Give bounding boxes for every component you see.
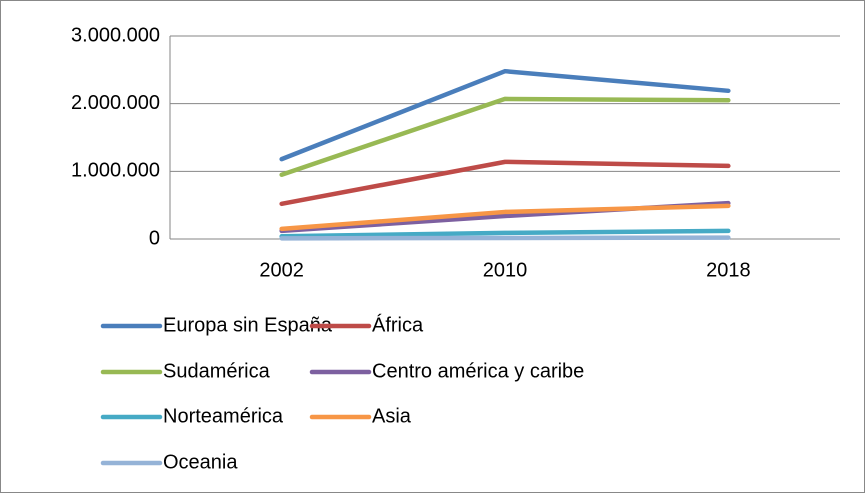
x-tick-label: 2002 <box>259 259 304 281</box>
legend-label: Europa sin España <box>163 314 333 336</box>
x-tick-label: 2010 <box>483 259 528 281</box>
series-line <box>279 159 731 207</box>
series-line <box>279 235 731 241</box>
series-line <box>279 228 731 239</box>
y-tick-label: 3.000.000 <box>71 24 160 46</box>
legend-label: Sudamérica <box>163 360 271 382</box>
y-tick-label: 0 <box>149 227 160 249</box>
y-tick-label: 2.000.000 <box>71 92 160 114</box>
series-line <box>279 68 731 162</box>
series-line <box>279 96 731 177</box>
legend-label: África <box>372 313 424 336</box>
x-tick-label: 2018 <box>706 259 751 281</box>
legend-label: Asia <box>372 405 412 427</box>
legend-label: Norteamérica <box>163 405 284 427</box>
legend-label: Centro américa y caribe <box>372 360 584 382</box>
y-tick-label: 1.000.000 <box>71 160 160 182</box>
legend-label: Oceania <box>163 451 238 473</box>
series-line <box>279 203 731 232</box>
